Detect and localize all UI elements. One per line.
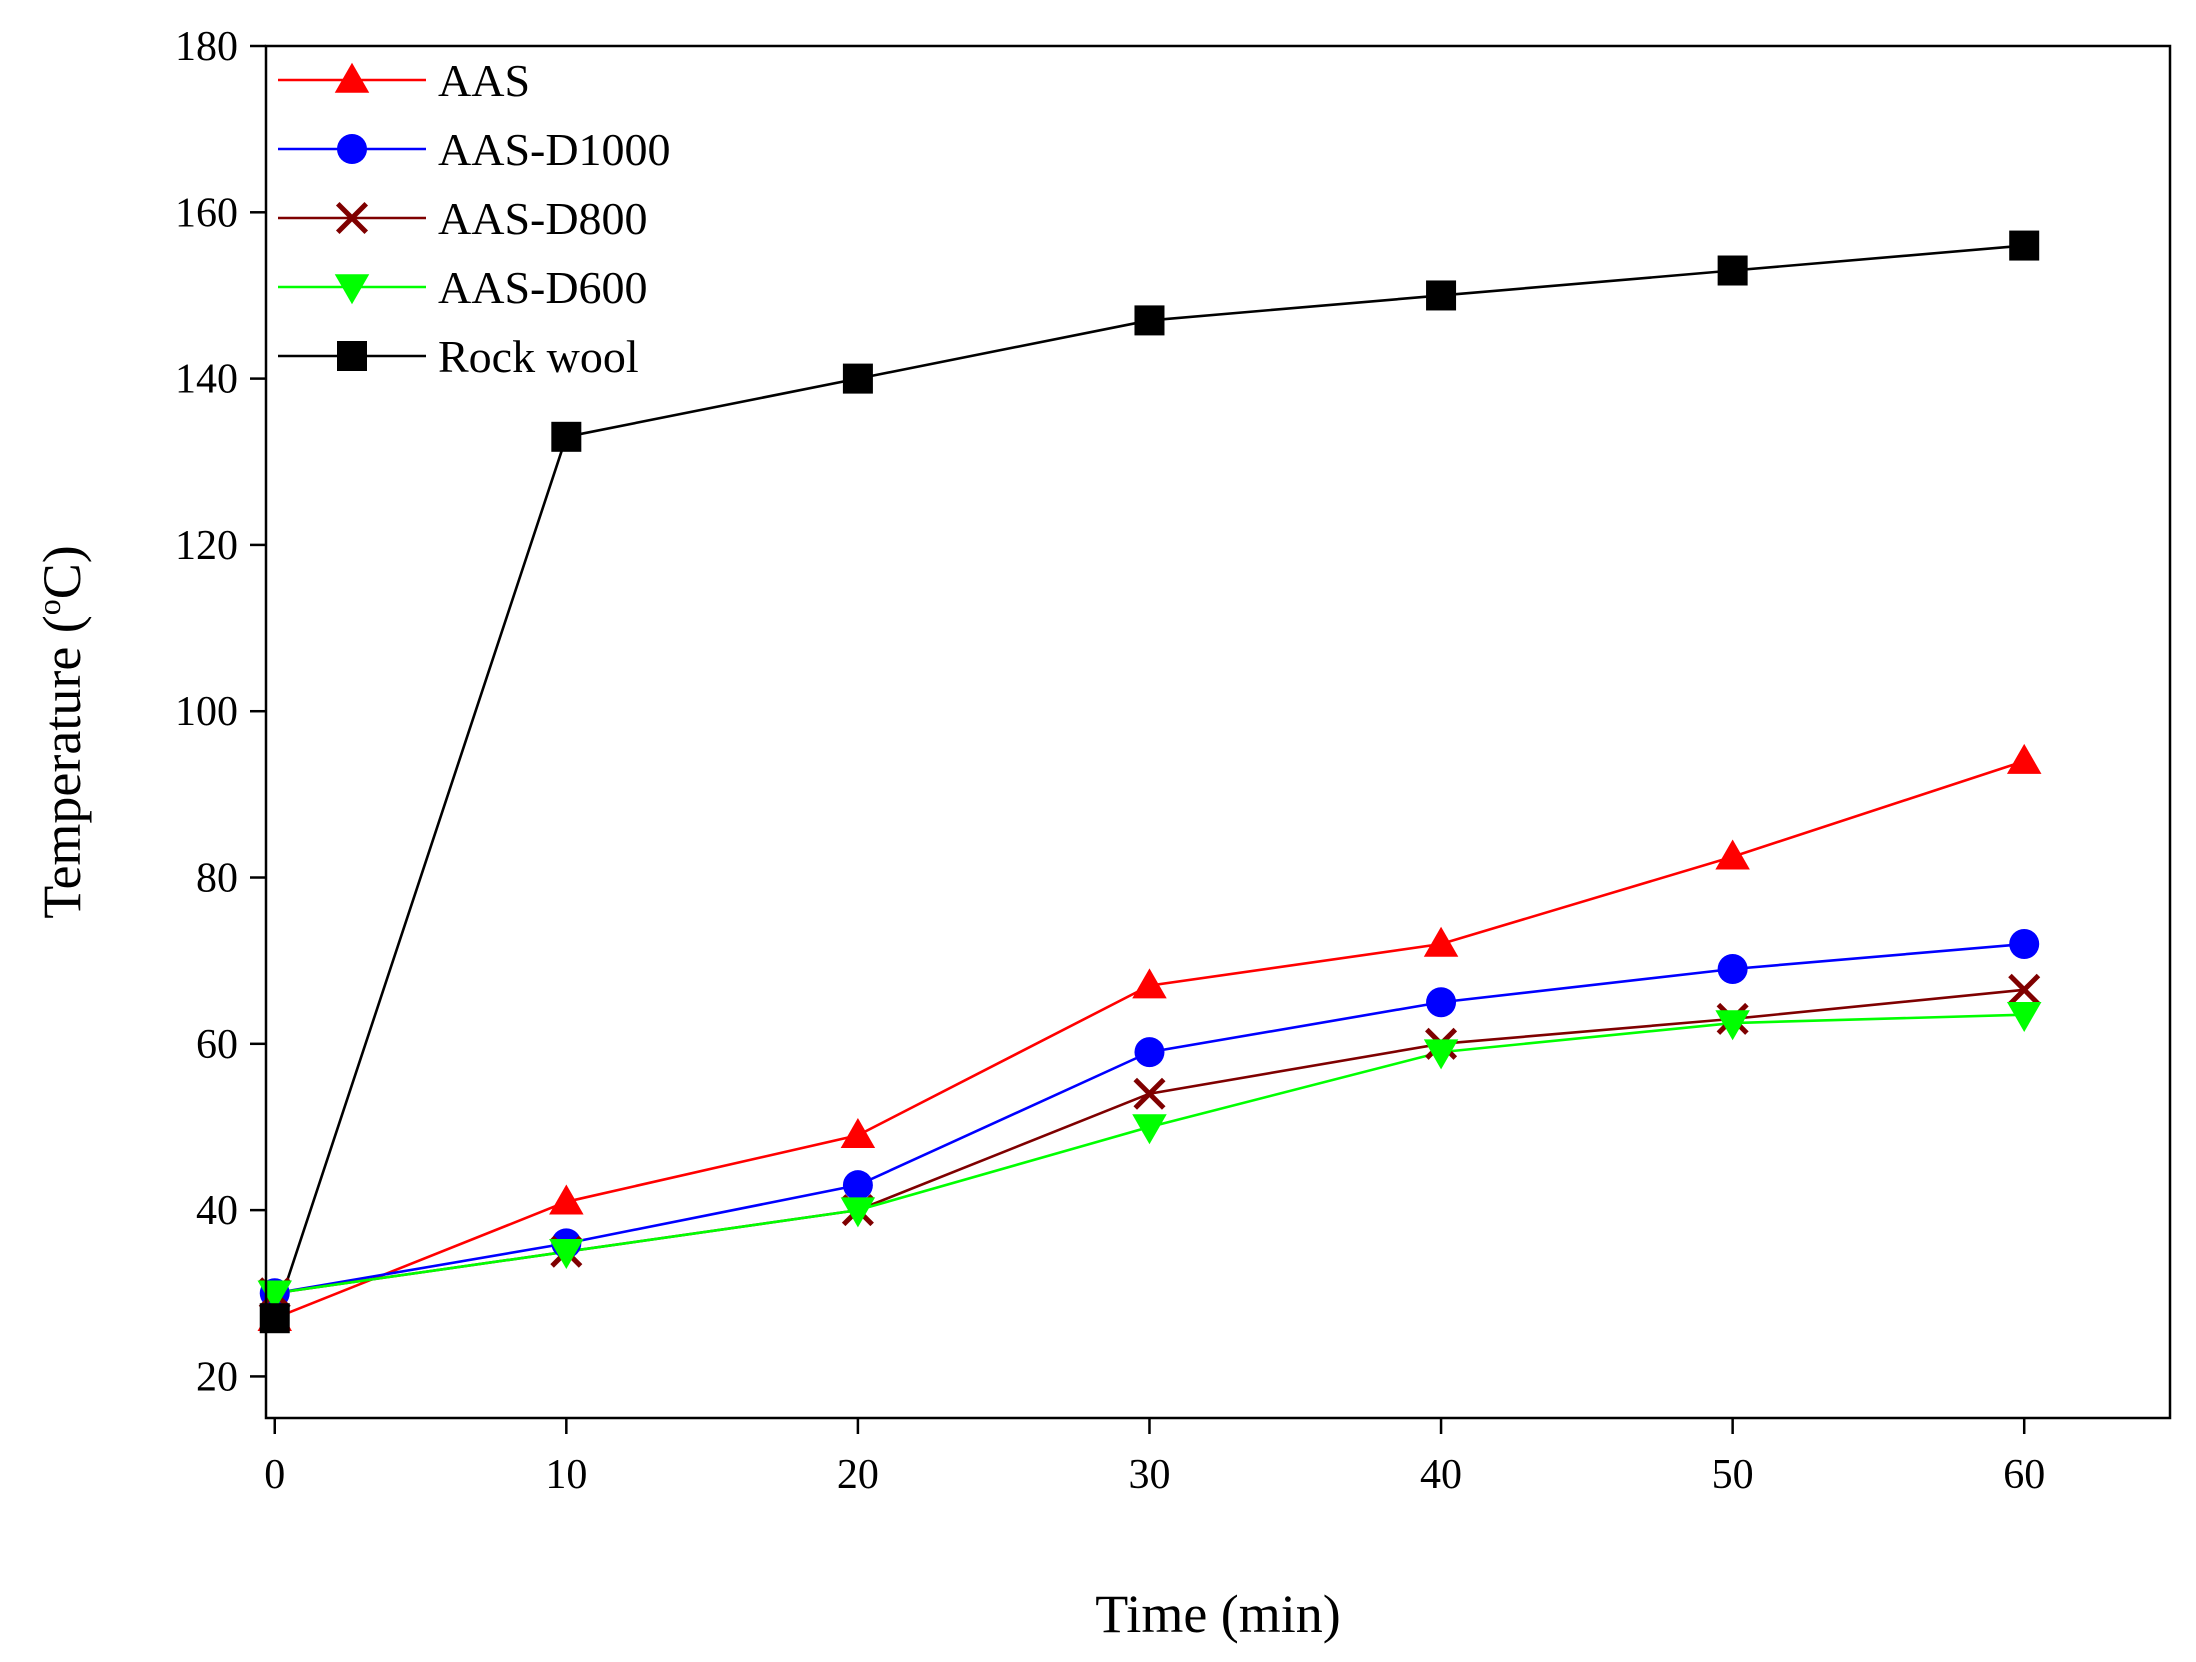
data-point-aas-2 (840, 1118, 876, 1149)
axes-layer: 20 40 60 80 100 120 140 160 180 0 10 20 30 40 50 60 (175, 24, 2172, 1498)
legend-item-aas: AAS (278, 55, 530, 106)
legend-label-aas-d1000: AAS-D1000 (438, 124, 671, 175)
y-tick-label-140: 140 (175, 357, 238, 403)
x-tick-label-10: 10 (545, 1452, 587, 1498)
y-tick-label-160: 160 (175, 190, 238, 236)
legend-item-rock-wool: Rock wool (278, 331, 639, 382)
data-point-rock-wool-3 (1134, 305, 1165, 336)
data-point-aas-d800-3-stroke-b (1133, 1077, 1166, 1110)
data-point-aas-d800-3 (1133, 1077, 1166, 1110)
legend: AAS AAS-D1000 AAS-D800 AAS-D600 Rock wool (278, 55, 671, 382)
x-tick-label-30: 30 (1128, 1452, 1170, 1498)
legend-marker-aas-d1000 (337, 134, 367, 164)
x-tick-label-40: 40 (1420, 1452, 1462, 1498)
y-axis-title-degree: o (31, 599, 67, 615)
y-tick-label-40: 40 (196, 1188, 238, 1234)
data-point-aas-5 (1715, 839, 1750, 870)
data-point-aas-d600-3 (1132, 1114, 1167, 1145)
data-point-rock-wool-1 (551, 421, 582, 452)
x-axis-title: Time (min) (1095, 1584, 1341, 1644)
x-tick-label-60: 60 (2003, 1452, 2045, 1498)
legend-label-aas-d600: AAS-D600 (438, 262, 648, 313)
plot-frame (264, 44, 2172, 1420)
data-point-aas-d1000-2 (842, 1170, 873, 1201)
data-point-aas-d600-1 (549, 1238, 584, 1269)
legend-item-aas-d1000: AAS-D1000 (278, 124, 671, 175)
data-point-aas-d1000-3 (1134, 1037, 1165, 1068)
data-point-aas-1 (549, 1184, 584, 1215)
y-tick-label-100: 100 (175, 689, 238, 735)
data-point-aas-4 (1423, 926, 1459, 957)
data-point-aas-d1000-4 (1426, 987, 1457, 1018)
data-point-rock-wool-4 (1426, 280, 1457, 311)
data-point-aas-d1000-5 (1717, 953, 1748, 984)
legend-label-rock-wool: Rock wool (438, 331, 639, 382)
legend-label-aas-d800: AAS-D800 (438, 193, 648, 244)
x-tick-label-50: 50 (1712, 1452, 1754, 1498)
y-axis-title: Temperature (oC) (31, 545, 92, 919)
data-point-aas-d600-5 (1715, 1010, 1750, 1041)
data-point-aas-3 (1132, 968, 1167, 999)
data-point-aas-d600-4 (1423, 1039, 1459, 1070)
y-tick-label-80: 80 (196, 856, 238, 902)
y-tick-label-120: 120 (175, 523, 238, 569)
data-point-aas-d600-6 (2006, 1001, 2042, 1032)
legend-label-aas: AAS (438, 55, 530, 106)
y-axis-title-unit: C) (32, 545, 92, 599)
data-point-aas-d600-2 (840, 1197, 876, 1228)
data-point-rock-wool-2 (842, 363, 873, 394)
y-tick-label-60: 60 (196, 1022, 238, 1068)
data-point-rock-wool-5 (1717, 255, 1748, 286)
legend-item-aas-d800: AAS-D800 (278, 193, 648, 244)
legend-marker-aas (334, 62, 370, 93)
legend-marker-aas-d800-stroke-b (335, 201, 369, 235)
y-axis-title-text: Temperature ( (32, 615, 92, 919)
data-point-aas-d1000-6 (2009, 929, 2040, 960)
x-tick-label-0: 0 (264, 1452, 285, 1498)
legend-marker-rock-wool (337, 341, 367, 371)
legend-marker-aas-d600 (334, 274, 370, 305)
y-tick-label-20: 20 (196, 1354, 238, 1400)
data-point-aas-d800-6-stroke-b (2008, 973, 2041, 1006)
x-tick-label-20: 20 (837, 1452, 879, 1498)
data-point-rock-wool-6 (2009, 230, 2040, 261)
data-point-aas-6 (2006, 743, 2042, 774)
y-tick-label-180: 180 (175, 24, 238, 70)
data-point-aas-d800-6 (2008, 973, 2041, 1006)
legend-item-aas-d600: AAS-D600 (278, 262, 648, 313)
data-point-rock-wool-0 (259, 1303, 290, 1334)
legend-marker-aas-d800 (335, 201, 369, 235)
